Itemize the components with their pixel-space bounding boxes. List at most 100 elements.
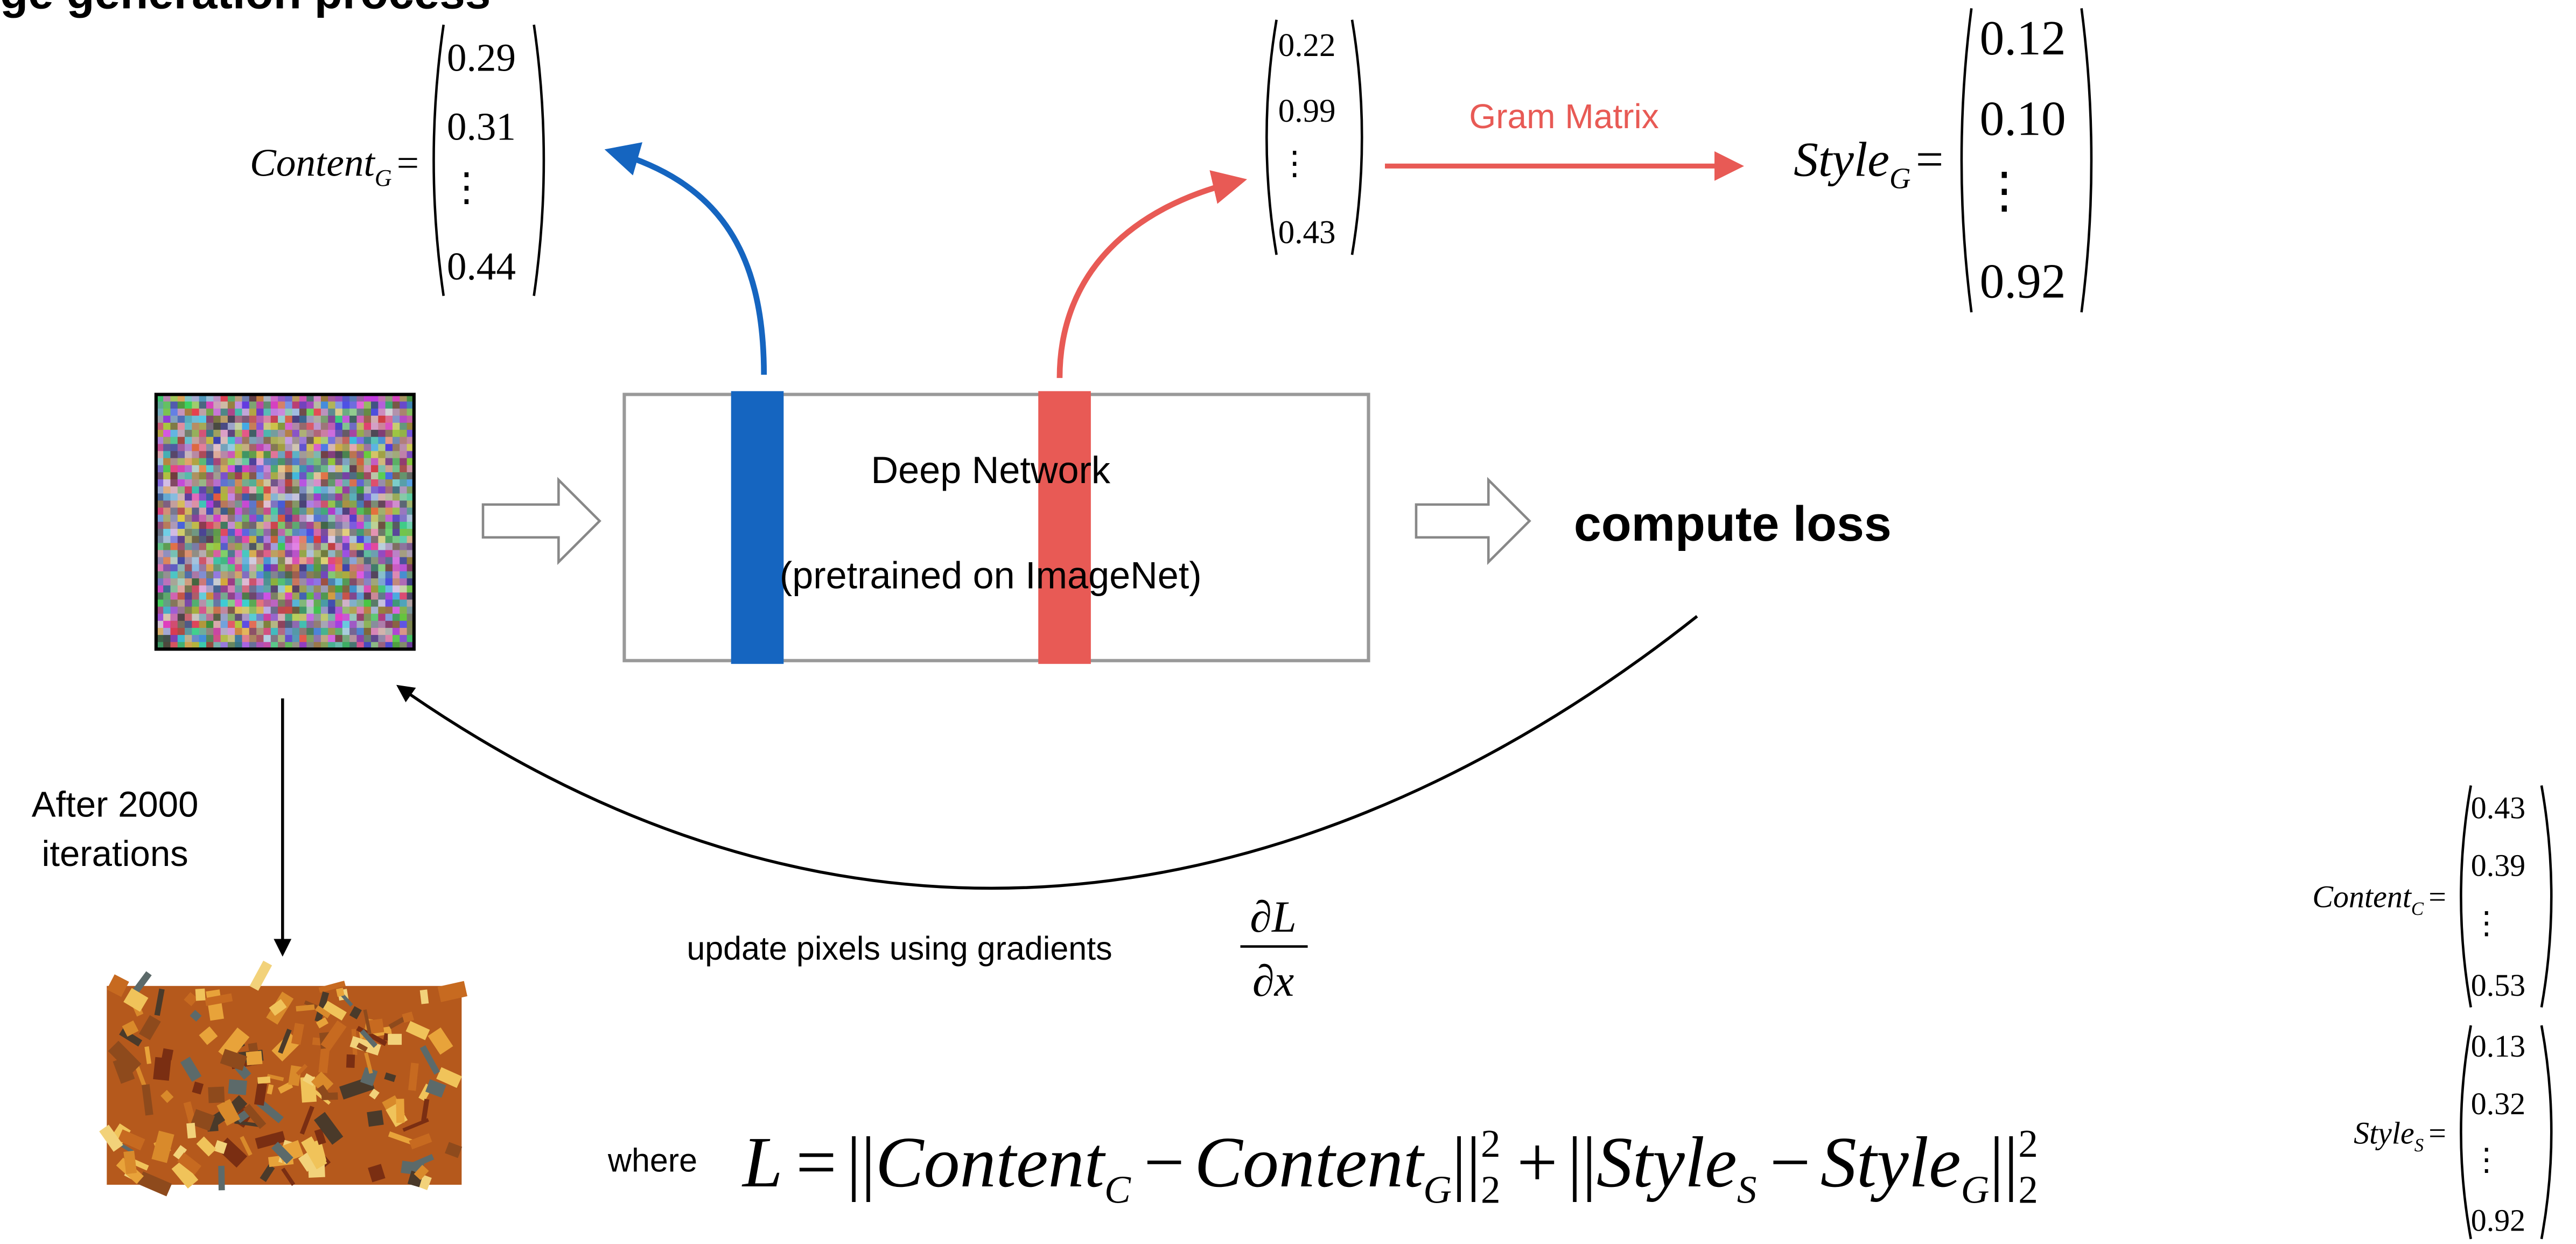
noise-pixel [314,479,321,487]
noise-pixel [221,621,228,628]
noise-pixel [249,550,257,557]
noise-pixel [356,592,364,600]
noise-pixel [163,571,171,579]
noise-pixel [221,479,228,487]
noise-pixel [278,409,285,416]
noise-pixel [228,599,235,607]
noise-pixel [393,416,400,423]
noise-pixel [213,451,221,459]
noise-pixel [299,578,307,586]
noise-pixel [228,529,235,536]
noise-pixel [242,409,250,416]
formula-part: L [741,1122,783,1203]
noise-pixel [285,402,292,409]
noise-pixel [335,479,342,487]
noise-pixel [163,621,171,628]
noise-pixel [192,451,199,459]
noise-pixel [378,522,386,529]
noise-pixel [400,437,407,444]
noise-pixel [221,578,228,586]
noise-pixel [356,621,364,628]
noise-pixel [371,635,379,642]
noise-pixel [271,543,278,550]
noise-pixel [292,451,300,459]
noise-pixel [263,522,271,529]
noise-pixel [263,402,271,409]
noise-pixel [386,550,393,557]
noise-pixel [299,571,307,579]
noise-pixel [400,444,407,451]
noise-pixel [213,493,221,501]
noise-pixel [249,430,257,437]
noise-pixel [178,451,185,459]
noise-pixel [170,522,178,529]
noise-pixel [178,564,185,572]
loss-formula: L=||ContentC−ContentG||22+||StyleS−Style… [741,1122,2038,1211]
noise-pixel [400,465,407,473]
noise-pixel [206,451,214,459]
noise-pixel [285,437,292,444]
noise-pixel [213,599,221,607]
noise-pixel [285,479,292,487]
noise-pixel [221,444,228,451]
noise-pixel [314,578,321,586]
noise-pixel [328,550,335,557]
iterations-label: iterations [41,834,188,874]
noise-pixel [178,607,185,614]
noise-pixel [321,536,328,543]
noise-pixel [321,402,328,409]
noise-pixel [292,585,300,593]
noise-pixel [378,550,386,557]
noise-pixel [163,607,171,614]
noise-pixel [249,500,257,508]
noise-pixel [371,515,379,522]
noise-pixel [342,508,350,515]
noise-pixel [356,409,364,416]
noise-pixel [221,592,228,600]
noise-pixel [185,486,192,494]
noise-pixel [306,536,314,543]
content-arrow [611,151,764,375]
noise-pixel [292,515,300,522]
noise-pixel [185,493,192,501]
noise-pixel [400,543,407,550]
noise-pixel [228,592,235,600]
noise-pixel [242,536,250,543]
noise-pixel [192,500,199,508]
noise-pixel [349,550,357,557]
noise-pixel [349,486,357,494]
noise-pixel [271,486,278,494]
noise-pixel [228,479,235,487]
noise-pixel [256,479,264,487]
noise-pixel [249,607,257,614]
noise-pixel [178,557,185,565]
noise-pixel [263,486,271,494]
noise-pixel [386,409,393,416]
vector-entry: 0.39 [2471,848,2525,883]
noise-pixel [163,635,171,642]
label-name: Content [2312,879,2412,914]
noise-pixel [335,578,342,586]
noise-pixel [163,550,171,557]
noise-pixel [292,557,300,565]
noise-pixel [321,479,328,487]
noise-pixel [221,486,228,494]
noise-pixel [235,614,242,621]
noise-pixel [192,635,199,642]
noise-pixel [342,416,350,423]
noise-pixel [292,614,300,621]
noise-pixel [342,409,350,416]
noise-pixel [256,522,264,529]
noise-pixel [213,550,221,557]
noise-pixel [342,592,350,600]
hollow-arrow [483,480,600,562]
noise-pixel [314,536,321,543]
noise-pixel [170,621,178,628]
noise-pixel [213,564,221,572]
noise-pixel [378,402,386,409]
diagram: ge generation process Gram Matrix Deep N… [0,0,2576,1244]
noise-pixel [256,472,264,480]
noise-pixel [213,578,221,586]
noise-pixel [371,529,379,536]
noise-pixel [321,409,328,416]
